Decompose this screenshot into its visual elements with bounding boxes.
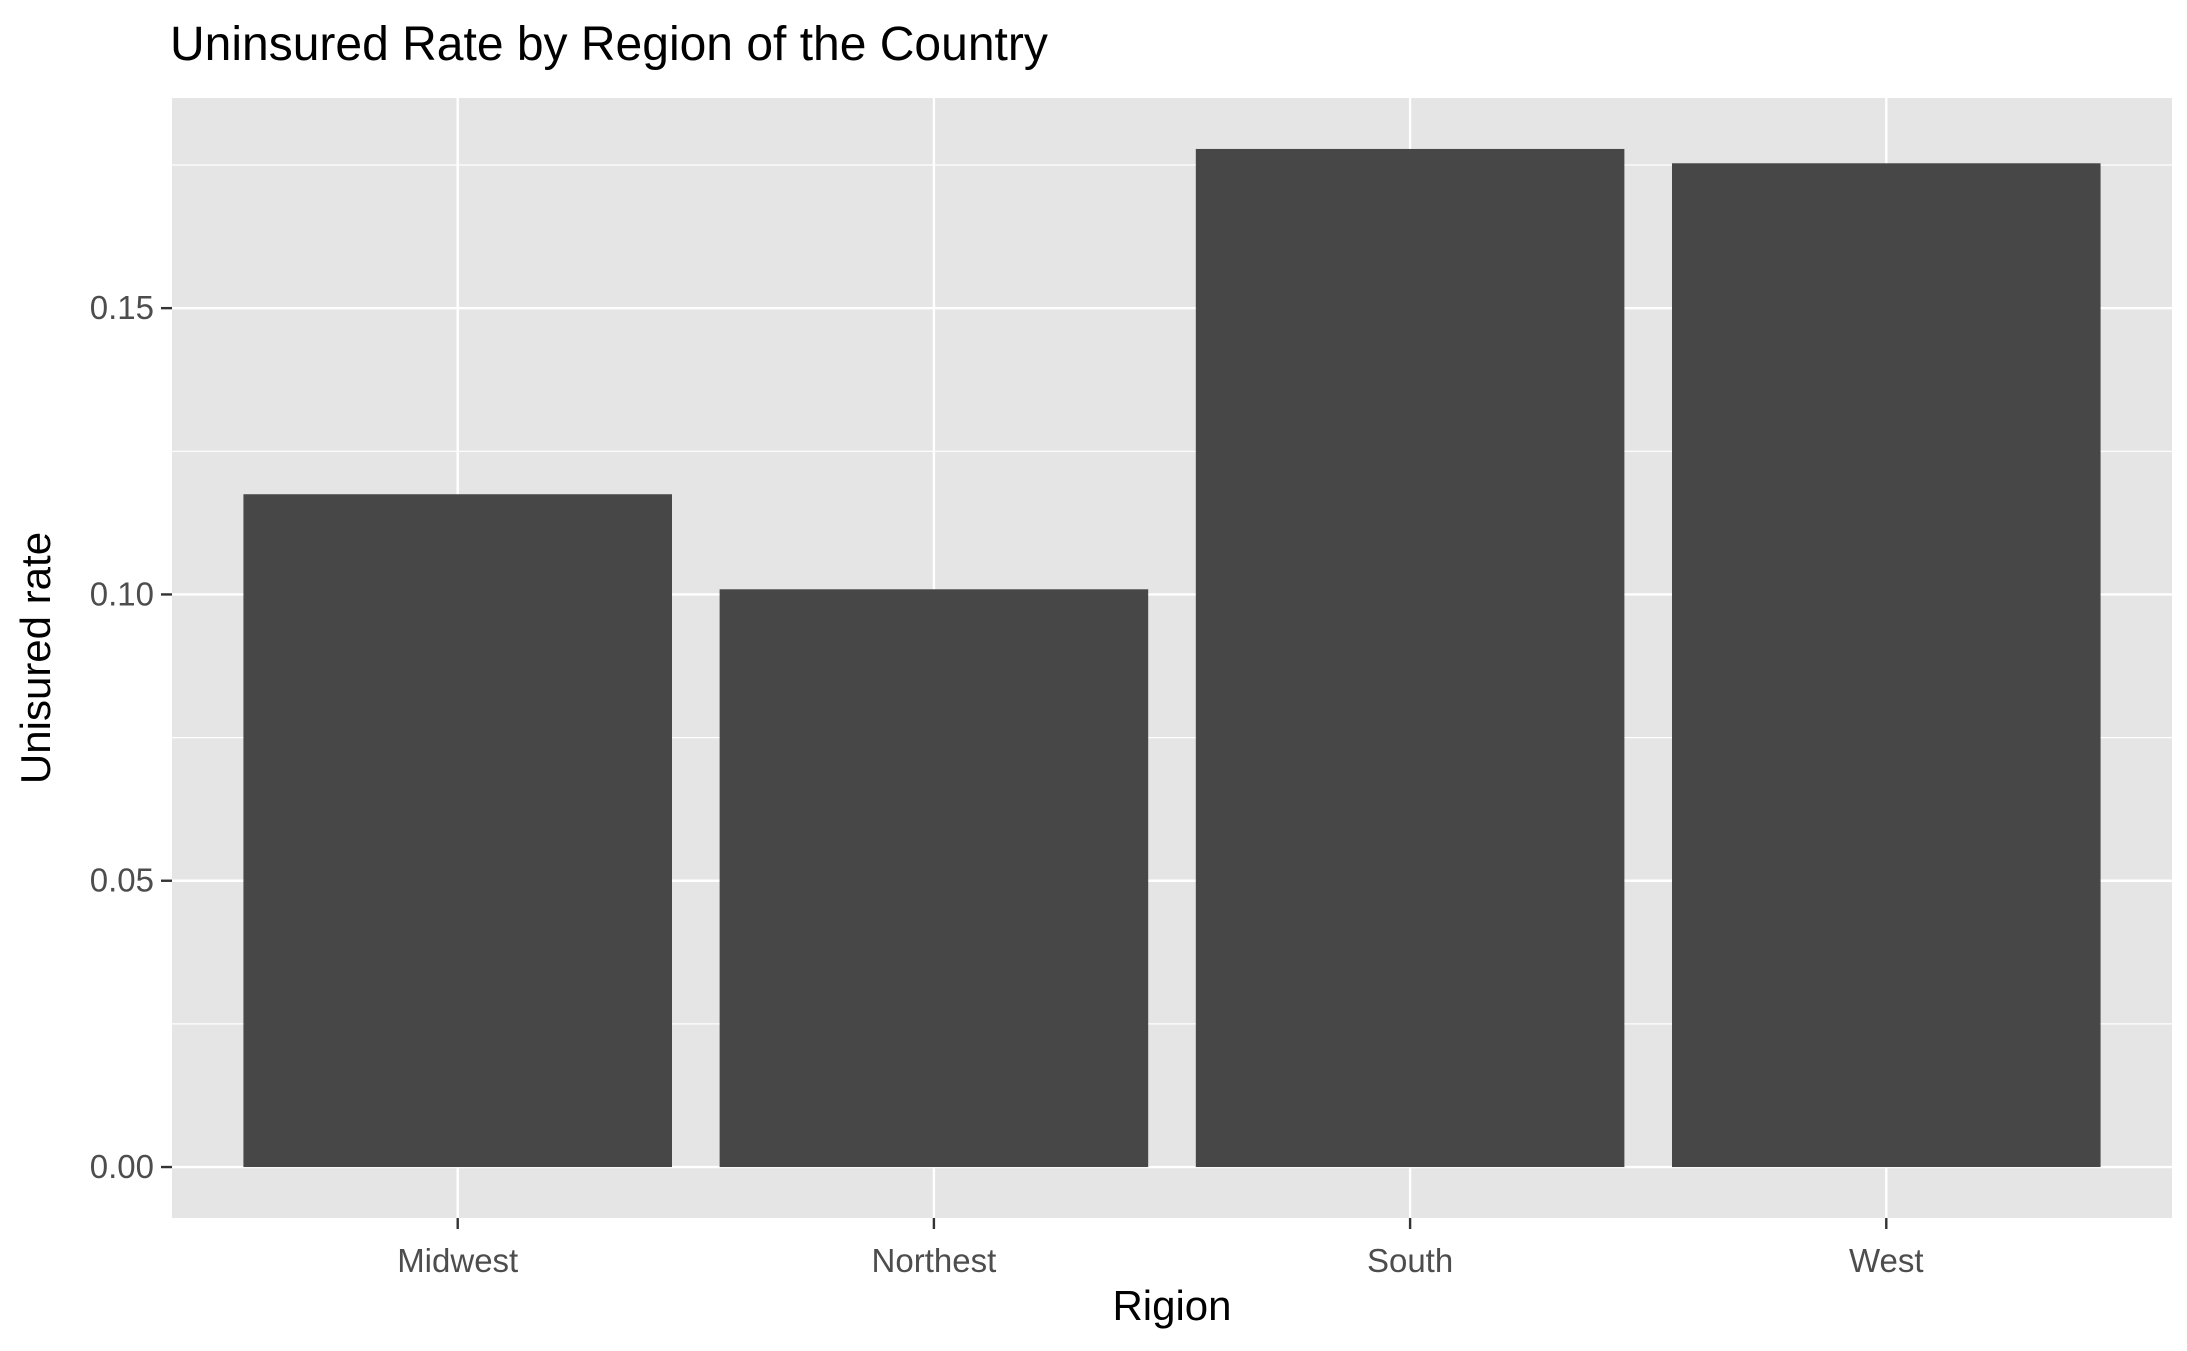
y-tick-label: 0.15 xyxy=(90,289,154,326)
y-axis-title: Unisured rate xyxy=(12,532,59,784)
x-tick-label: West xyxy=(1849,1242,1924,1279)
y-tick-label: 0.05 xyxy=(90,862,154,899)
x-tick-label: South xyxy=(1367,1242,1453,1279)
y-tick-label: 0.10 xyxy=(90,575,154,612)
x-tick-label: Northest xyxy=(872,1242,997,1279)
bar-northest xyxy=(719,589,1149,1168)
bar-midwest xyxy=(243,494,672,1168)
x-axis: Midwest Northest South West xyxy=(397,1218,1924,1279)
x-axis-title: Rigion xyxy=(1112,1282,1231,1329)
chart-title: Uninsured Rate by Region of the Country xyxy=(170,18,1048,71)
bar-west xyxy=(1672,163,2101,1168)
bars xyxy=(243,148,2101,1168)
bar-south xyxy=(1195,148,1625,1168)
x-tick-label: Midwest xyxy=(397,1242,518,1279)
y-tick-label: 0.00 xyxy=(90,1148,154,1185)
y-axis: 0.00 0.05 0.10 0.15 xyxy=(90,289,172,1185)
